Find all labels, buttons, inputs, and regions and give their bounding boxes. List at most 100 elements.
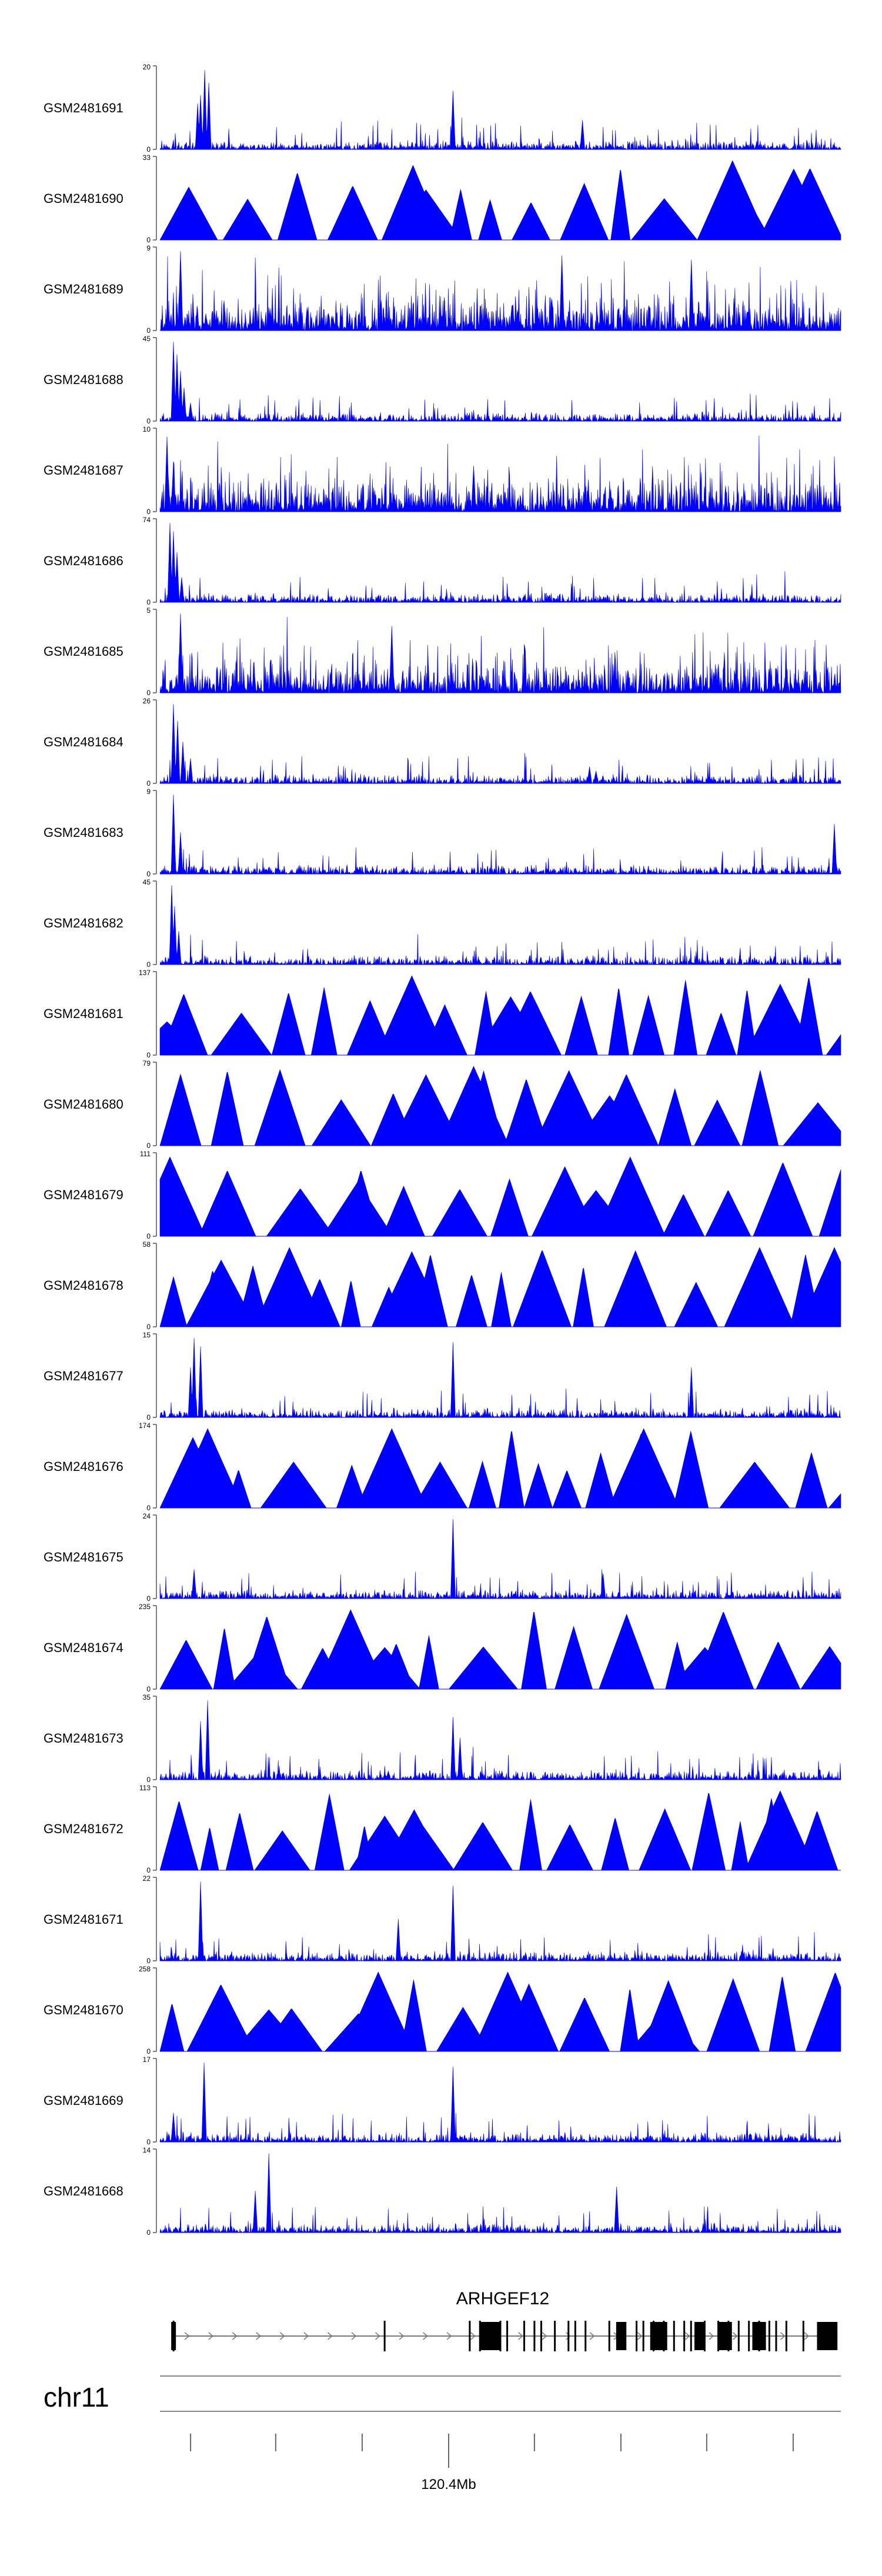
- coverage-signal: [159, 613, 841, 694]
- track-GSM2481673: GSM2481673 35 0: [44, 1693, 841, 1784]
- track-ymax-label: 174: [139, 1422, 151, 1430]
- coverage-signal: [159, 435, 841, 513]
- gene-exon: [567, 2321, 570, 2351]
- track-GSM2481679: GSM2481679 111 0: [44, 1150, 841, 1240]
- track-GSM2481686: GSM2481686 74 0: [44, 516, 841, 606]
- track-GSM2481688: GSM2481688 45 0: [44, 335, 841, 425]
- track-ymax-label: 14: [143, 2146, 151, 2154]
- gene-exon: [642, 2321, 644, 2351]
- track-ymax-label: 9: [146, 244, 151, 252]
- coverage-signal: [159, 523, 841, 603]
- coverage-signal: [159, 160, 841, 241]
- gene-exon-block: [171, 2322, 176, 2350]
- gene-track: ARHGEF12: [171, 2289, 838, 2351]
- track-label: GSM2481690: [44, 191, 123, 206]
- strand-arrow: [566, 2332, 571, 2340]
- gene-exon: [383, 2321, 386, 2351]
- strand-arrow: [279, 2332, 285, 2340]
- track-label: GSM2481682: [44, 916, 123, 930]
- track-label: GSM2481668: [44, 2184, 123, 2198]
- genome-axis: 120.4Mb: [190, 2434, 794, 2492]
- gene-exon: [673, 2321, 675, 2351]
- track-ymin-label: 0: [146, 598, 151, 606]
- gene-exon: [540, 2321, 542, 2351]
- gene-exon-block: [718, 2322, 732, 2350]
- strand-arrow: [518, 2332, 523, 2340]
- track-ymax-label: 22: [143, 1874, 151, 1883]
- coverage-signal: [159, 1338, 841, 1419]
- strand-arrow: [208, 2332, 214, 2340]
- strand-arrow: [589, 2332, 595, 2340]
- track-ymin-label: 0: [146, 1142, 151, 1150]
- track-label: GSM2481685: [44, 644, 123, 659]
- track-ymin-label: 0: [146, 2228, 151, 2237]
- strand-arrow: [375, 2332, 380, 2340]
- strand-arrow: [423, 2332, 428, 2340]
- gene-exon-block: [480, 2322, 500, 2350]
- track-ymax-label: 10: [143, 425, 151, 433]
- track-GSM2481677: GSM2481677 15 0: [44, 1331, 841, 1422]
- track-ymin-label: 0: [146, 2138, 151, 2146]
- track-ymax-label: 235: [139, 1603, 151, 1611]
- track-GSM2481671: GSM2481671 22 0: [44, 1874, 841, 1965]
- coverage-signal: [159, 885, 841, 966]
- track-ymax-label: 26: [143, 697, 151, 705]
- track-GSM2481669: GSM2481669 17 0: [44, 2056, 841, 2146]
- track-GSM2481668: GSM2481668 14 0: [44, 2146, 841, 2237]
- track-ymin-label: 0: [146, 779, 151, 788]
- track-label: GSM2481672: [44, 1821, 123, 1836]
- strand-arrow: [184, 2332, 190, 2340]
- track-ymax-label: 74: [143, 516, 151, 524]
- gene-exon-block: [616, 2322, 627, 2350]
- track-label: GSM2481679: [44, 1187, 123, 1202]
- gene-exon-block: [752, 2322, 766, 2350]
- track-ymax-label: 137: [139, 969, 151, 977]
- coverage-signal: [159, 1700, 841, 1781]
- track-GSM2481690: GSM2481690 33 0: [44, 154, 841, 244]
- track-label: GSM2481674: [44, 1640, 123, 1655]
- coverage-signal: [159, 1881, 841, 1962]
- track-ymax-label: 79: [143, 1059, 151, 1067]
- track-label: GSM2481689: [44, 282, 123, 296]
- track-ymin-label: 0: [146, 1232, 151, 1240]
- track-ymax-label: 111: [140, 1150, 151, 1158]
- coverage-tracks: GSM2481691200GSM2481690330GSM248168990GS…: [44, 63, 841, 2237]
- coverage-signal: [159, 1609, 841, 1690]
- coverage-signal: [159, 704, 841, 785]
- gene-exon: [554, 2321, 556, 2351]
- track-ymax-label: 58: [143, 1240, 151, 1249]
- gene-exon: [785, 2321, 787, 2351]
- coverage-signal: [159, 1428, 841, 1509]
- track-label: GSM2481681: [44, 1006, 123, 1021]
- coverage-signal: [159, 70, 841, 151]
- strand-arrow: [709, 2332, 714, 2340]
- strand-arrow: [637, 2332, 643, 2340]
- gene-exon: [690, 2321, 692, 2351]
- strand-arrow: [256, 2332, 262, 2340]
- track-ymax-label: 9: [146, 788, 151, 796]
- strand-arrow: [684, 2332, 690, 2340]
- strand-arrow: [399, 2332, 405, 2340]
- track-ymin-label: 0: [146, 1323, 151, 1331]
- track-GSM2481691: GSM2481691 20 0: [44, 63, 841, 154]
- strand-arrow: [542, 2332, 547, 2340]
- track-GSM2481687: GSM2481687 10 0: [44, 425, 841, 516]
- track-GSM2481672: GSM2481672 113 0: [44, 1784, 841, 1874]
- track-label: GSM2481691: [44, 101, 123, 115]
- track-ymin-label: 0: [146, 417, 151, 425]
- strand-arrow: [780, 2332, 786, 2340]
- track-GSM2481683: GSM2481683 9 0: [44, 788, 841, 878]
- gene-exon: [683, 2321, 686, 2351]
- coverage-signal: [159, 1790, 841, 1871]
- strand-arrow: [804, 2332, 810, 2340]
- track-ymin-label: 0: [146, 508, 151, 516]
- track-GSM2481675: GSM2481675 24 0: [44, 1512, 841, 1603]
- strand-arrow: [303, 2332, 309, 2340]
- coverage-signal: [159, 2063, 841, 2143]
- track-GSM2481670: GSM2481670 258 0: [44, 1965, 841, 2056]
- gene-exon: [584, 2321, 587, 2351]
- strand-arrow: [446, 2332, 452, 2340]
- coverage-signal: [159, 1247, 841, 1327]
- strand-arrow: [328, 2332, 333, 2340]
